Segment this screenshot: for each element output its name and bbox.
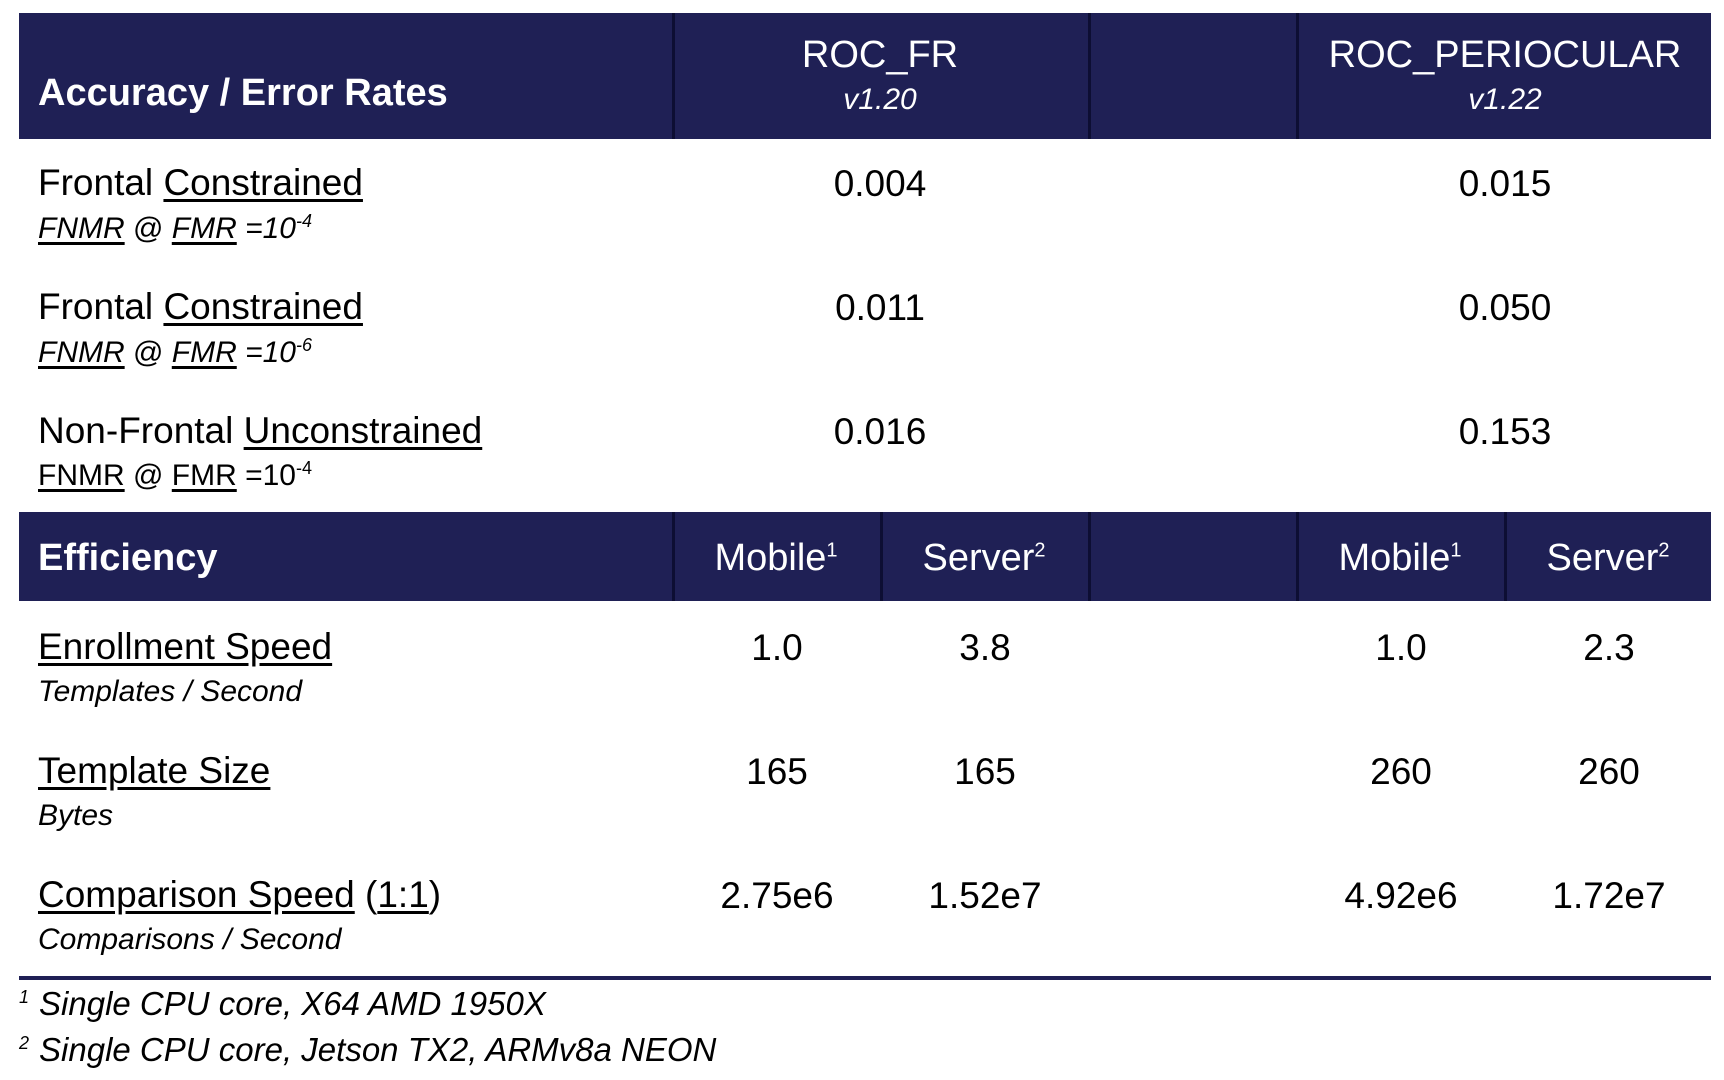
- row-unit: Templates / Second: [38, 675, 303, 708]
- row-label: Frontal Constrained: [38, 286, 363, 327]
- value-fr-mobile: 1.0: [751, 627, 803, 668]
- value-roc-periocular: 0.050: [1458, 287, 1552, 328]
- product-header-roc-periocular: ROC_PERIOCULAR v1.22: [1305, 34, 1705, 117]
- value-fr-mobile: 165: [746, 751, 808, 792]
- value-periocular-mobile: 4.92e6: [1344, 875, 1458, 916]
- accuracy-section-title: Accuracy / Error Rates: [38, 72, 448, 114]
- column-divider: [1296, 512, 1299, 601]
- column-divider: [672, 13, 675, 139]
- value-periocular-mobile: 260: [1370, 751, 1432, 792]
- row-label: Frontal Constrained: [38, 162, 363, 203]
- product-name: ROC_PERIOCULAR: [1328, 34, 1682, 76]
- value-periocular-server: 1.72e7: [1552, 875, 1666, 916]
- table-bottom-rule: [19, 976, 1711, 980]
- product-name: ROC_FR: [801, 34, 959, 76]
- column-divider: [1504, 512, 1507, 601]
- value-roc-fr: 0.011: [835, 287, 925, 328]
- subheader-periocular-server: Server2: [1546, 537, 1670, 579]
- value-roc-fr: 0.016: [833, 411, 927, 452]
- column-divider: [1088, 13, 1091, 139]
- row-label: Template Size: [38, 750, 271, 791]
- product-version: v1.20: [843, 83, 917, 116]
- subheader-periocular-mobile: Mobile1: [1338, 537, 1462, 579]
- product-version: v1.22: [1468, 83, 1542, 116]
- efficiency-section-title: Efficiency: [38, 537, 218, 579]
- product-header-roc-fr: ROC_FR v1.20: [680, 34, 1080, 117]
- value-periocular-server: 2.3: [1583, 627, 1635, 668]
- row-metric: FNMR @ FMR =10-6: [38, 335, 313, 369]
- footnote: 1 Single CPU core, X64 AMD 1950X: [19, 985, 546, 1022]
- row-metric: FNMR @ FMR =10-4: [38, 458, 313, 492]
- value-fr-server: 3.8: [959, 627, 1011, 668]
- column-divider: [1296, 13, 1299, 139]
- row-metric: FNMR @ FMR =10-4: [38, 211, 313, 245]
- value-fr-mobile: 2.75e6: [720, 875, 834, 916]
- value-roc-fr: 0.004: [833, 163, 927, 204]
- efficiency-header-band: [19, 512, 1711, 601]
- row-unit: Comparisons / Second: [38, 923, 342, 956]
- accuracy-header-band: [19, 13, 1711, 139]
- value-periocular-mobile: 1.0: [1375, 627, 1427, 668]
- row-unit: Bytes: [38, 799, 114, 832]
- subheader-fr-server: Server2: [922, 537, 1046, 579]
- value-fr-server: 165: [954, 751, 1016, 792]
- column-divider: [672, 512, 675, 601]
- subheader-fr-mobile: Mobile1: [714, 537, 838, 579]
- row-label: Comparison Speed (1:1): [38, 874, 442, 915]
- value-roc-periocular: 0.015: [1458, 163, 1552, 204]
- row-label: Non-Frontal Unconstrained: [38, 410, 483, 451]
- footnote: 2 Single CPU core, Jetson TX2, ARMv8a NEO…: [19, 1031, 717, 1068]
- value-fr-server: 1.52e7: [928, 875, 1042, 916]
- column-divider: [880, 512, 883, 601]
- column-divider: [1088, 512, 1091, 601]
- value-roc-periocular: 0.153: [1458, 411, 1552, 452]
- value-periocular-server: 260: [1578, 751, 1640, 792]
- row-label: Enrollment Speed: [38, 626, 333, 667]
